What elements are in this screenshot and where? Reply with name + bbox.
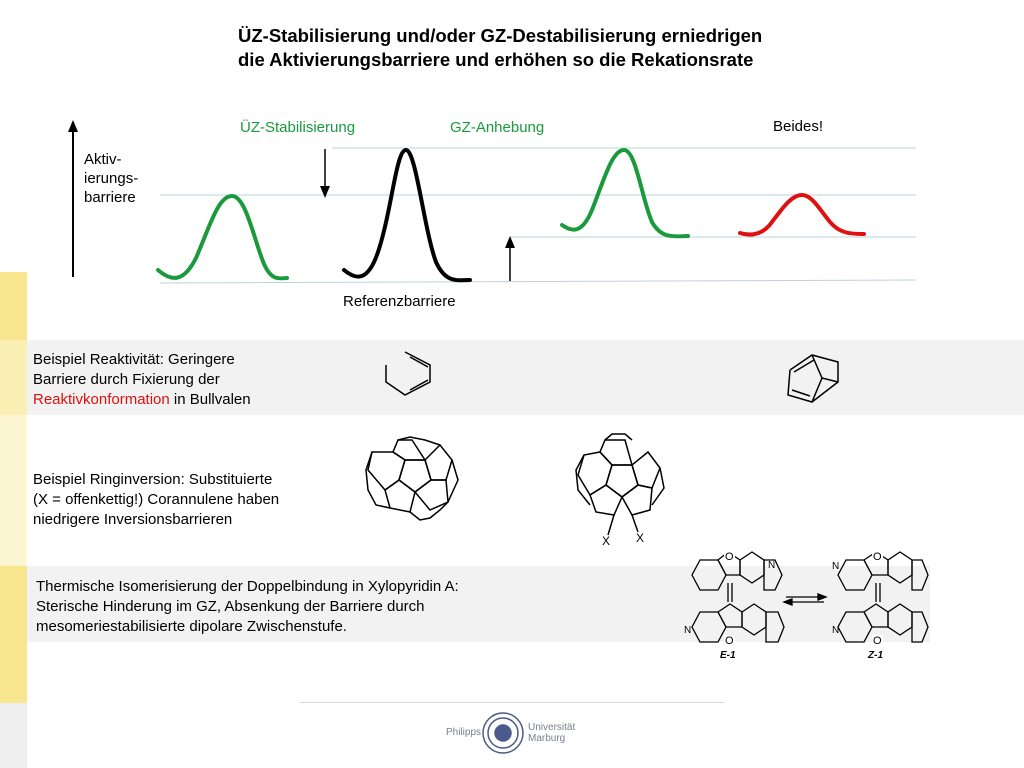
axis-label-line-1: Aktiv- (84, 151, 122, 168)
example-3-line-3: mesomeriestabilisierte dipolare Zwischen… (36, 618, 347, 635)
z-atom-n-top: N (832, 561, 840, 572)
z-isomer-label: Z-1 (868, 650, 883, 661)
example-2-line-3: niedrigere Inversionsbarrieren (33, 511, 233, 528)
substituent-x-label-1: X (602, 534, 611, 548)
energy-level-lines (159, 147, 917, 284)
example-1-line-3-rest: in Bullvalen (169, 391, 251, 408)
both-label: Beides! (773, 118, 824, 135)
level-line-ground (159, 279, 917, 284)
stabilization-arrow-down (320, 149, 330, 198)
footer-logo-right-line-2: Marburg (528, 733, 566, 744)
both-curve (738, 192, 866, 237)
example-1-line-3: Reaktivkonformation in Bullvalen (33, 390, 251, 410)
title-line-1: ÜZ-Stabilisierung und/oder GZ-Destabilis… (238, 25, 763, 46)
open-chain-triene-structure (385, 351, 431, 396)
title-line-2: die Aktivierungsbarriere und erhöhen so … (238, 49, 754, 70)
uz-stabilization-curve (156, 193, 289, 281)
equilibrium-arrows (782, 593, 828, 606)
example-3-line-2: Sterische Hinderung im GZ, Absenkung der… (36, 598, 425, 615)
example-2-line-1: Beispiel Ringinversion: Substituierte (33, 471, 273, 488)
footer-logo-right-line-1: Universität (528, 722, 576, 733)
gz-raise-label: GZ-Anhebung (450, 119, 545, 136)
example-1-line-1: Beispiel Reaktivität: Geringere (33, 351, 235, 368)
sidebar-segment-3 (0, 415, 27, 566)
reference-barrier-label: Referenzbarriere (343, 293, 456, 310)
e-isomer-label: E-1 (720, 650, 736, 661)
sidebar-segment-5 (0, 703, 27, 768)
corannulene-structure (365, 436, 459, 521)
footer-logo-left: Philipps (446, 727, 482, 738)
example-isomerisation-text: Thermische Isomerisierung der Doppelbind… (36, 577, 459, 637)
example-3-line-1: Thermische Isomerisierung der Doppelbind… (36, 578, 459, 595)
example-1-line-2: Barriere durch Fixierung der (33, 371, 220, 388)
bullvalene-structure (787, 354, 839, 403)
xylopyridine-e-structure (691, 551, 785, 643)
slide-title: ÜZ-Stabilisierung und/oder GZ-Destabilis… (238, 24, 858, 72)
example-1-highlight: Reaktivkonformation (33, 391, 170, 408)
e-atom-o-bottom: O (724, 635, 735, 647)
axis-label-line-3: barriere (84, 189, 136, 206)
example-reactivity-text: Beispiel Reaktivität: Geringere Barriere… (33, 350, 251, 410)
z-atom-o-top: O (872, 551, 883, 563)
activation-axis-arrow (68, 120, 78, 277)
z-atom-o-bottom: O (872, 635, 883, 647)
z-atom-n-bottom: N (832, 625, 840, 636)
destabilization-arrow-up (505, 236, 515, 281)
university-seal (482, 712, 524, 754)
sidebar-segment-1 (0, 272, 27, 340)
xylopyridine-z-structure (837, 551, 929, 643)
axis-label: Aktiv- ierungs- barriere (84, 150, 138, 207)
example-2-line-2: (X = offenkettig!) Corannulene haben (33, 491, 280, 508)
uz-stabilization-label: ÜZ-Stabilisierung (240, 119, 356, 136)
footer-logo-right: Universität Marburg (528, 722, 575, 744)
sidebar-segment-4 (0, 566, 27, 703)
footer-divider (300, 702, 724, 703)
substituent-x-label-2: X (636, 531, 645, 545)
example-band-3 (27, 566, 930, 642)
sidebar-segment-2 (0, 340, 27, 415)
substituted-corannulene-structure (575, 433, 665, 536)
gz-raise-curve (560, 147, 690, 239)
e-atom-o-top: O (724, 551, 735, 563)
example-ring-inversion-text: Beispiel Ringinversion: Substituierte (X… (33, 470, 279, 530)
example-band-1 (0, 340, 1024, 415)
reference-curve (342, 147, 472, 283)
e-atom-n-bottom: N (684, 625, 692, 636)
axis-label-line-2: ierungs- (84, 170, 139, 187)
e-atom-n-top: N (768, 560, 776, 571)
